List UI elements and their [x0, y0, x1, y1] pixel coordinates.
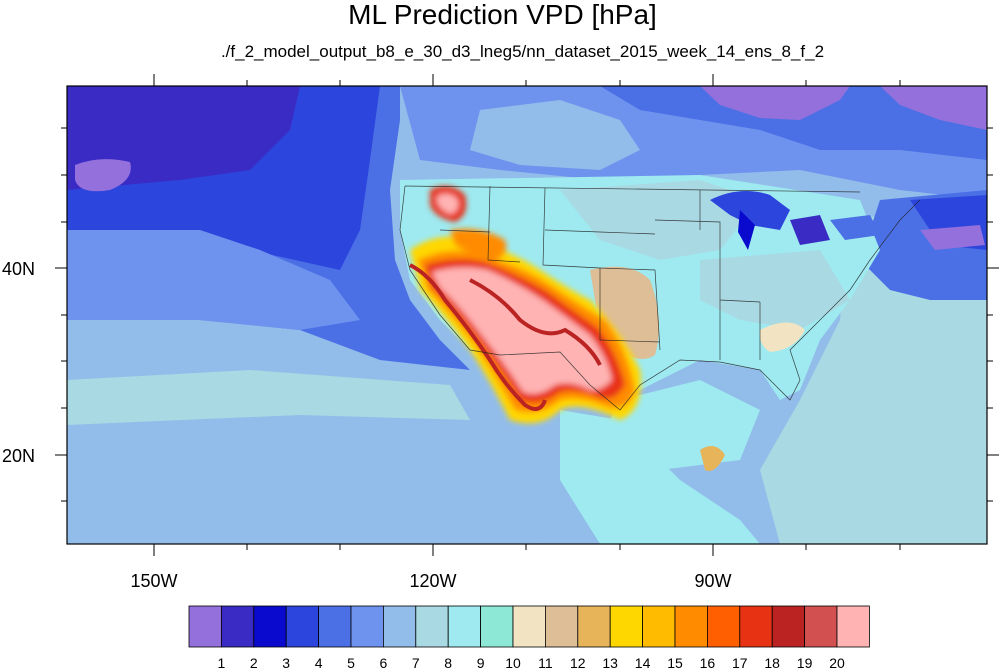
map-field [67, 86, 987, 544]
colorbar-swatch [188, 605, 222, 648]
colorbar-label: 14 [634, 655, 651, 671]
colorbar-swatch [771, 605, 806, 648]
colorbar-swatch [447, 605, 482, 648]
colorbar-swatch [350, 605, 384, 648]
lon-label-90w: 90W [694, 571, 732, 591]
colorbar-swatch [285, 605, 320, 648]
colorbar-swatch [739, 605, 773, 648]
lon-label-150w: 150W [130, 571, 178, 591]
colorbar-label: 5 [347, 655, 355, 671]
colorbar-label: 19 [796, 655, 813, 671]
map-title: ML Prediction VPD [hPa] [348, 0, 657, 30]
state-borders [399, 185, 921, 411]
colorbar-swatch [836, 605, 870, 648]
colorbar-swatch [609, 605, 644, 648]
colorbar-swatch [220, 605, 255, 648]
lat-label-40n: 40N [2, 259, 36, 279]
colorbar-label: 4 [314, 655, 323, 671]
colorbar-label: 17 [732, 655, 748, 671]
colorbar-label: 11 [538, 655, 553, 671]
colorbar-label: 12 [570, 655, 586, 671]
colorbar-label: 7 [411, 655, 420, 671]
colorbar-label: 15 [667, 655, 683, 671]
colorbar-label: 16 [699, 655, 716, 671]
colorbar-swatch [545, 605, 579, 648]
colorbar-label: 2 [249, 655, 258, 671]
colorbar-label: 6 [379, 655, 388, 671]
colorbar-swatch [577, 605, 611, 648]
colorbar-label: 13 [602, 655, 618, 671]
axis-ticks [55, 74, 999, 556]
map-subtitle: ./f_2_model_output_b8_e_30_d3_lneg5/nn_d… [220, 42, 825, 61]
colorbar [188, 605, 870, 648]
colorbar-label: 20 [829, 655, 845, 671]
colorbar-swatch [382, 605, 417, 648]
colorbar-swatch [480, 605, 514, 648]
colorbar-swatch [318, 605, 352, 648]
colorbar-label: 9 [476, 655, 485, 671]
colorbar-swatch [512, 605, 546, 648]
colorbar-swatch [415, 605, 449, 648]
colorbar-label: 8 [444, 655, 453, 671]
colorbar-swatch [253, 605, 287, 648]
colorbar-swatch [674, 605, 708, 648]
lat-label-20n: 20N [2, 446, 36, 466]
colorbar-swatch [642, 605, 676, 648]
colorbar-swatch [707, 605, 741, 648]
colorbar-label: 18 [764, 655, 780, 671]
colorbar-label: 3 [282, 655, 291, 671]
lon-label-120w: 120W [409, 571, 457, 591]
colorbar-label: 10 [505, 655, 521, 671]
colorbar-swatch [804, 605, 838, 648]
colorbar-label: 1 [217, 655, 226, 671]
